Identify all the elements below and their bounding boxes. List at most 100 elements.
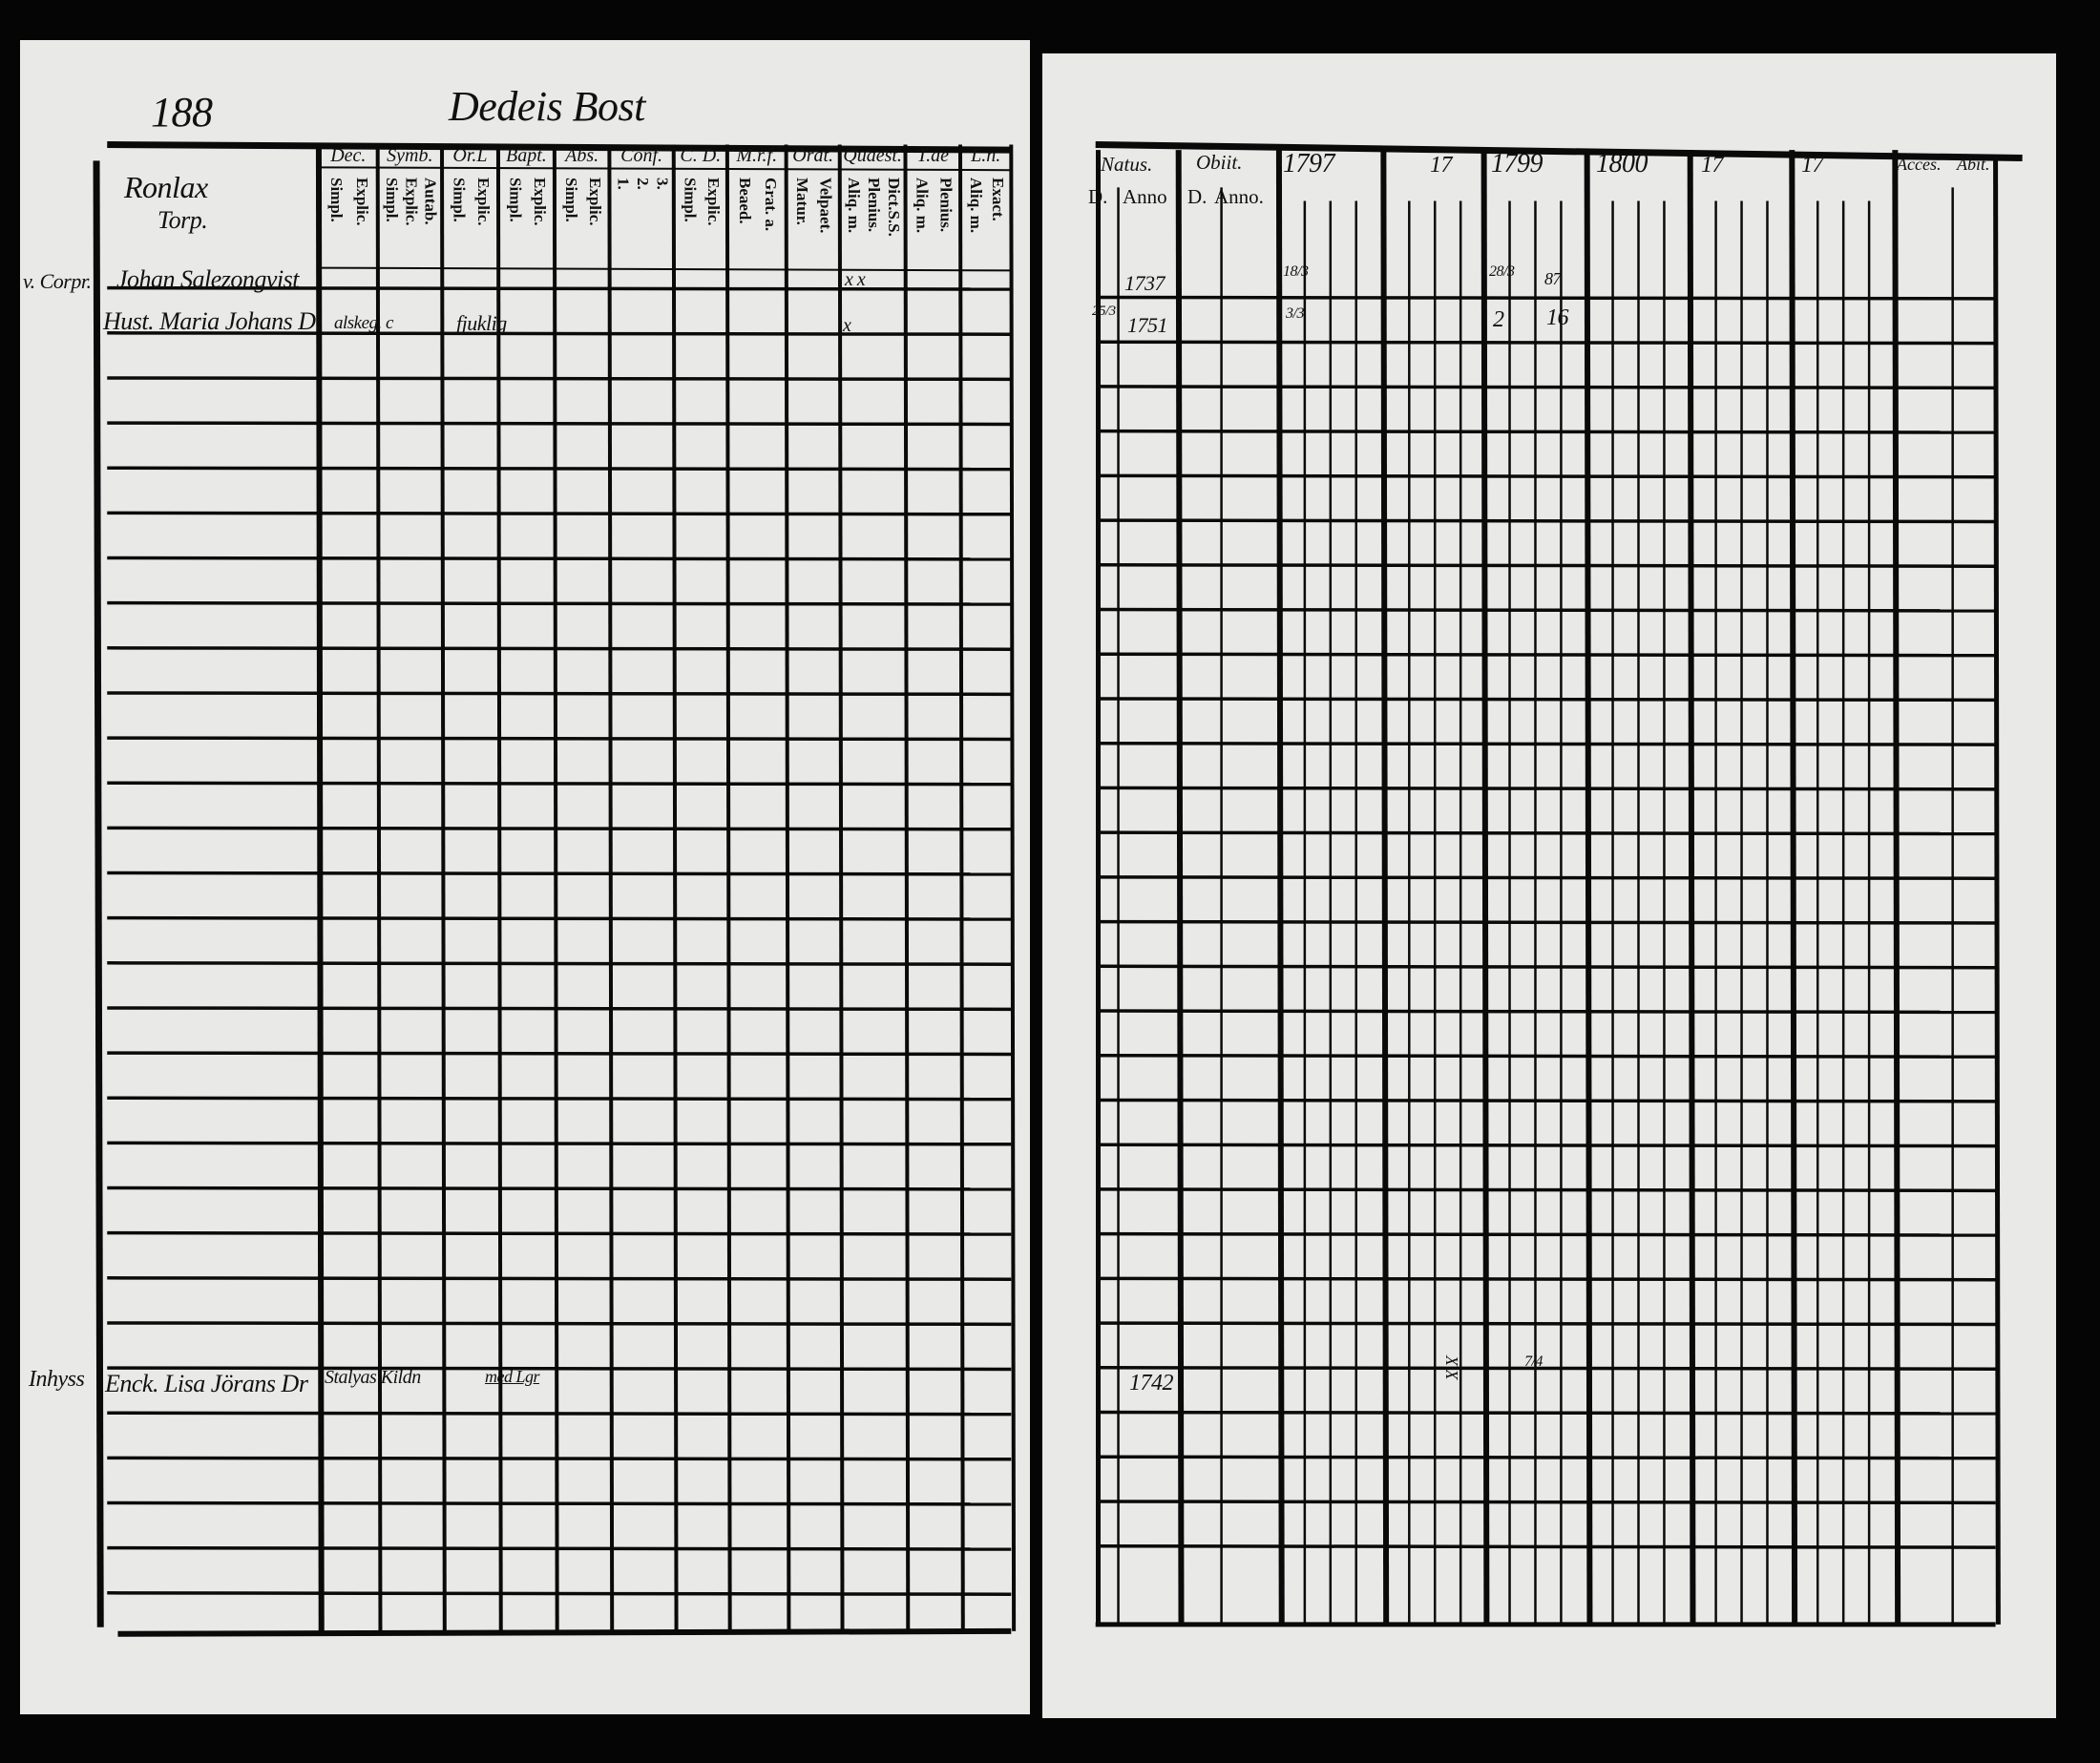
birth-year: 1742 — [1129, 1371, 1174, 1396]
page-number: 188 — [151, 89, 213, 136]
birth-year: 1737 — [1124, 271, 1166, 295]
row-rule — [107, 1230, 1012, 1236]
column-subheader: Simpl. — [382, 178, 401, 222]
table-top-rule — [107, 141, 1012, 154]
row-rule — [1098, 1143, 1996, 1148]
column-subheader: Simpl. — [327, 178, 346, 222]
row-rule — [1098, 1543, 1996, 1549]
column-header: C. D. — [680, 145, 722, 166]
column-header: Quaest. — [843, 145, 902, 166]
entry-notes: alskeg. c — [334, 313, 393, 333]
entry-marks: x x — [845, 269, 866, 290]
column-subheader: Explic. — [352, 178, 371, 226]
entry-name: Johan Salezongvist — [116, 265, 300, 293]
row-rule — [107, 1051, 1012, 1057]
row-rule — [1098, 518, 1996, 524]
entry-name: Enck. Lisa Jörans Dr — [105, 1370, 308, 1397]
column-subheader: Autab. — [421, 178, 440, 225]
year-mark: 3/3 — [1286, 305, 1304, 322]
row-rule — [107, 826, 1012, 831]
row-rule — [1098, 607, 1996, 613]
row-rule — [107, 1096, 1012, 1102]
column-header: Conf. — [620, 145, 663, 166]
row-rule — [107, 511, 1012, 516]
column-subheader: Exact. — [989, 178, 1008, 221]
row-rule — [107, 1411, 1012, 1417]
year-mark: 7/4 — [1524, 1354, 1543, 1370]
row-rule — [1098, 964, 1996, 970]
column-subheader: Aliq. m. — [913, 178, 932, 234]
column-header: Or.L — [452, 145, 488, 166]
column-subheader: Simpl. — [506, 178, 525, 222]
column-subheader: Explic. — [530, 178, 549, 226]
birth-year: 1751 — [1127, 313, 1168, 337]
column-subheader: 1. — [614, 178, 633, 190]
row-rule — [1098, 919, 1996, 925]
column-rule — [784, 144, 791, 1631]
column-subheader: Beaed. — [735, 178, 754, 224]
column-rule — [607, 144, 615, 1631]
column-subheader: Matur. — [793, 178, 812, 225]
column-subheader: Explic. — [704, 178, 723, 226]
column-rule — [552, 144, 559, 1631]
column-rule — [1687, 150, 1696, 1625]
column-subheader: Simpl. — [450, 178, 469, 222]
header-subrule — [321, 166, 1012, 172]
column-header: M.r.f. — [736, 145, 778, 166]
column-rule — [837, 144, 845, 1631]
left-page — [20, 40, 1030, 1714]
year-header: 17 — [1430, 153, 1453, 178]
row-rule — [107, 285, 1012, 291]
page-title: Dedeis Bost — [449, 83, 645, 130]
row-rule — [107, 1276, 1012, 1281]
year-mark: 28/3 — [1489, 263, 1515, 280]
column-rule — [671, 144, 679, 1631]
row-rule — [107, 1321, 1012, 1327]
row-rule — [1098, 1455, 1996, 1460]
place-name: Torp. — [158, 206, 208, 234]
row-rule — [1098, 652, 1996, 658]
column-header: Symb. — [387, 145, 433, 166]
column-header: L.n. — [971, 145, 1001, 166]
entry-name: Hust. Maria Johans D. — [103, 307, 322, 335]
row-rule — [107, 1141, 1012, 1146]
row-rule — [1098, 1321, 1996, 1327]
year-header: 17 — [1801, 153, 1824, 178]
column-subheader: Explic. — [402, 178, 421, 226]
row-rule — [107, 466, 1012, 472]
year-mark: 18/3 — [1283, 263, 1309, 280]
obiit-header: Obiit. — [1196, 151, 1243, 174]
row-rule — [1098, 875, 1996, 881]
column-rule — [375, 144, 383, 1631]
entry-marks: x — [843, 315, 851, 336]
row-rule — [107, 915, 1012, 921]
row-rule — [107, 736, 1012, 742]
abit-header: Abit. — [1957, 155, 1990, 174]
entry-margin: Inhyss — [29, 1367, 85, 1392]
table-top-rule — [1095, 141, 2023, 162]
natus-day-header: D. — [1088, 185, 1108, 208]
row-rule — [107, 646, 1012, 651]
year-mark: 2 — [1493, 307, 1504, 332]
column-rule — [1789, 150, 1798, 1625]
row-rule — [1098, 830, 1996, 836]
row-rule — [107, 781, 1012, 787]
row-rule — [1098, 1276, 1996, 1282]
row-rule — [107, 1006, 1012, 1012]
year-header: 1799 — [1491, 149, 1544, 178]
column-rule — [957, 144, 965, 1631]
column-subheader: Aliq. m. — [966, 178, 985, 234]
row-rule — [1098, 1366, 1996, 1371]
row-rule — [1098, 385, 1996, 390]
year-mark: 16 — [1546, 305, 1569, 330]
column-subheader: Simpl. — [681, 178, 700, 222]
year-header: 17 — [1701, 153, 1724, 178]
column-subheader: Aliq. m. — [845, 178, 864, 234]
row-rule — [107, 1186, 1012, 1191]
column-rule — [903, 144, 911, 1631]
obiit-year-header: Anno. — [1214, 185, 1264, 208]
right-page — [1042, 53, 2056, 1718]
column-subheader: Simpl. — [561, 178, 580, 222]
row-rule — [1098, 786, 1996, 791]
row-rule — [107, 871, 1012, 876]
